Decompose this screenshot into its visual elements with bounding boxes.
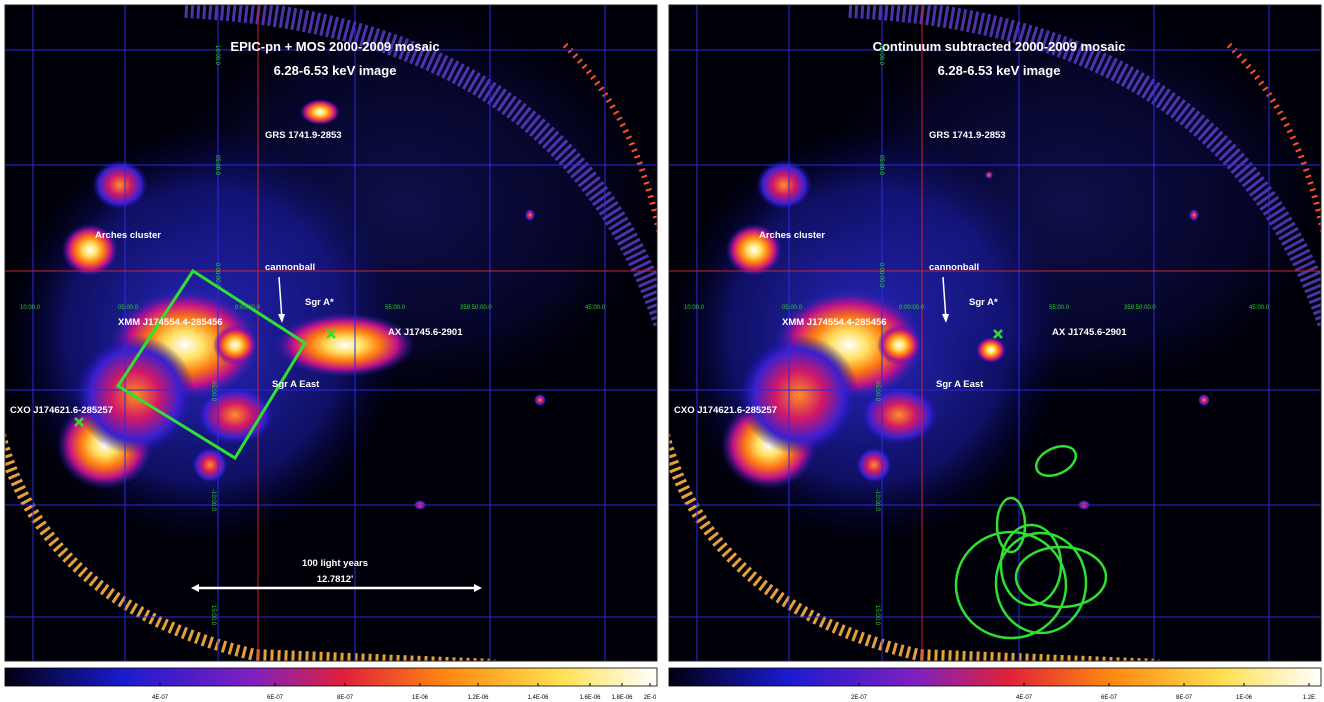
body: {"panels": [ {"title": "EPIC-pn + MOS 20…	[0, 0, 1324, 702]
source-label: AX J1745.6-2901	[388, 327, 463, 338]
page: X-ray mosaic html, body { margin: 0; pad…	[0, 0, 1324, 702]
ra-label: 0:00:00.0	[899, 305, 925, 311]
emission-blob	[877, 325, 921, 365]
emission-blob	[1198, 394, 1210, 406]
dec-label: 0:00:00.0	[878, 262, 884, 288]
colorbar-label: 4E-07	[152, 695, 169, 701]
colorbar-label: 1.2E	[1303, 695, 1315, 701]
ra-label: 45:00.0	[1249, 305, 1270, 311]
image-title: EPIC-pn + MOS 2000-2009 mosaic	[230, 39, 439, 54]
emission-blob	[985, 171, 993, 179]
emission-blob	[856, 447, 892, 483]
source-label: Sgr A*	[305, 297, 334, 308]
emission-blob	[275, 313, 415, 377]
colorbar-label: 6E-07	[267, 695, 284, 701]
colorbar-label: 6E-07	[1101, 695, 1118, 701]
emission-blob	[976, 337, 1006, 363]
source-label: Arches cluster	[95, 230, 161, 241]
colorbar-label: 1.6E-06	[579, 695, 601, 701]
source-label: Arches cluster	[759, 230, 825, 241]
source-label: Sgr A East	[272, 379, 320, 390]
emission-blob	[1189, 209, 1199, 221]
source-label: cannonball	[265, 262, 315, 273]
emission-blob	[92, 160, 148, 210]
dec-label: -10:00.0	[874, 489, 880, 512]
emission-blob	[195, 385, 275, 445]
emission-blob	[859, 385, 939, 445]
colorbar-label: 1.2E-06	[467, 695, 489, 701]
dec-label: -05:00.0	[210, 379, 216, 402]
ra-label: 0:00:00.0	[235, 305, 261, 311]
emission-blob	[525, 209, 535, 221]
ra-label: 359:50:00.0	[1124, 305, 1156, 311]
colorbar	[669, 668, 1321, 686]
dec-label: 0:00:00.0	[214, 262, 220, 288]
ra-label: 359:50:00.0	[460, 305, 492, 311]
source-label: cannonball	[929, 262, 979, 273]
source-label: CXO J174621.6-285257	[674, 405, 777, 416]
dec-label: 15:00.0	[210, 605, 216, 626]
dec-label: -05:00.0	[874, 379, 880, 402]
panel: Continuum subtracted 2000-2009 mosaic 6.2…	[664, 5, 1324, 701]
dec-label: 15:00.0	[874, 605, 880, 626]
dec-label: 05:00.0	[878, 155, 884, 176]
colorbar-label: 1.4E-06	[527, 695, 549, 701]
image-title: Continuum subtracted 2000-2009 mosaic	[873, 39, 1126, 54]
dec-label: -10:00.0	[210, 489, 216, 512]
colorbar-label: 8E-07	[1176, 695, 1193, 701]
emission-blob	[213, 325, 257, 365]
source-label: GRS 1741.9-2853	[265, 130, 342, 141]
colorbar-label: 1E-06	[412, 695, 429, 701]
source-label: Sgr A East	[936, 379, 984, 390]
ra-label: 05:00.0	[118, 305, 139, 311]
source-label: AX J1745.6-2901	[1052, 327, 1127, 338]
colorbar	[5, 668, 657, 686]
dec-label: 10:00.0	[878, 45, 884, 66]
colorbar-label: 1E-06	[1236, 695, 1253, 701]
scale-value: 12.7812'	[317, 574, 354, 585]
sky-image	[664, 5, 1324, 665]
scale-label: 100 light years	[302, 558, 368, 569]
ra-label: 45:00.0	[585, 305, 606, 311]
colorbar-label: 8E-07	[337, 695, 354, 701]
image-subtitle: 6.28-6.53 keV image	[938, 63, 1061, 78]
colorbar-label: 1.8E-06	[611, 695, 633, 701]
ra-label: 55:00.0	[1049, 305, 1070, 311]
emission-blob	[756, 160, 812, 210]
dec-label: 05:00.0	[214, 155, 220, 176]
ra-label: 10:00.0	[684, 305, 705, 311]
emission-blob	[534, 394, 546, 406]
emission-blob	[192, 447, 228, 483]
image-subtitle: 6.28-6.53 keV image	[274, 63, 397, 78]
source-label: XMM J174554.4-285456	[782, 317, 887, 328]
ra-label: 10:00.0	[20, 305, 41, 311]
ra-label: 05:00.0	[782, 305, 803, 311]
colorbar-label: 2E-0	[644, 695, 657, 701]
colorbar-label: 4E-07	[1016, 695, 1033, 701]
emission-blob	[739, 335, 859, 455]
ra-label: 55:00.0	[385, 305, 406, 311]
source-label: XMM J174554.4-285456	[118, 317, 223, 328]
source-label: CXO J174621.6-285257	[10, 405, 113, 416]
source-label: GRS 1741.9-2853	[929, 130, 1006, 141]
source-label: Sgr A*	[969, 297, 998, 308]
dec-label: 10:00.0	[214, 45, 220, 66]
panel: 100 light years 12.7812' EPIC-pn + MOS 200…	[0, 5, 665, 701]
emission-blob	[300, 99, 340, 125]
colorbar-label: 2E-07	[851, 695, 868, 701]
figure: 100 light years 12.7812' EPIC-pn + MOS 200…	[0, 0, 1324, 702]
